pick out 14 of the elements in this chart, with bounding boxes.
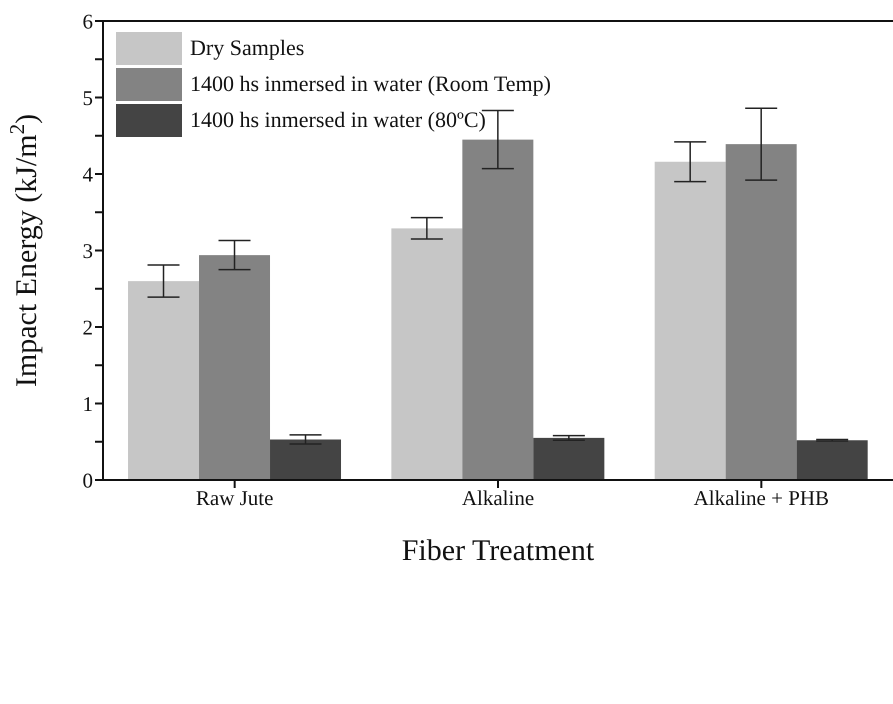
x-tick-label: Raw Jute	[196, 486, 274, 510]
y-tick-label: 5	[82, 86, 93, 110]
x-tick-label: Alkaline + PHB	[694, 486, 830, 510]
y-tick-label: 4	[82, 162, 94, 186]
x-tick-label: Alkaline	[462, 486, 534, 510]
legend-label: 1400 hs inmersed in water (80ºC)	[190, 107, 486, 133]
y-tick-label: 6	[82, 9, 93, 34]
y-tick-label: 0	[82, 468, 93, 492]
y-tick-label: 1	[82, 392, 93, 416]
y-tick-label: 2	[82, 315, 93, 340]
legend-label: Dry Samples	[190, 35, 304, 61]
legend-label: 1400 hs inmersed in water (Room Temp)	[190, 71, 551, 97]
y-tick-label: 3	[82, 238, 93, 263]
x-axis-title: Fiber Treatment	[402, 534, 595, 567]
